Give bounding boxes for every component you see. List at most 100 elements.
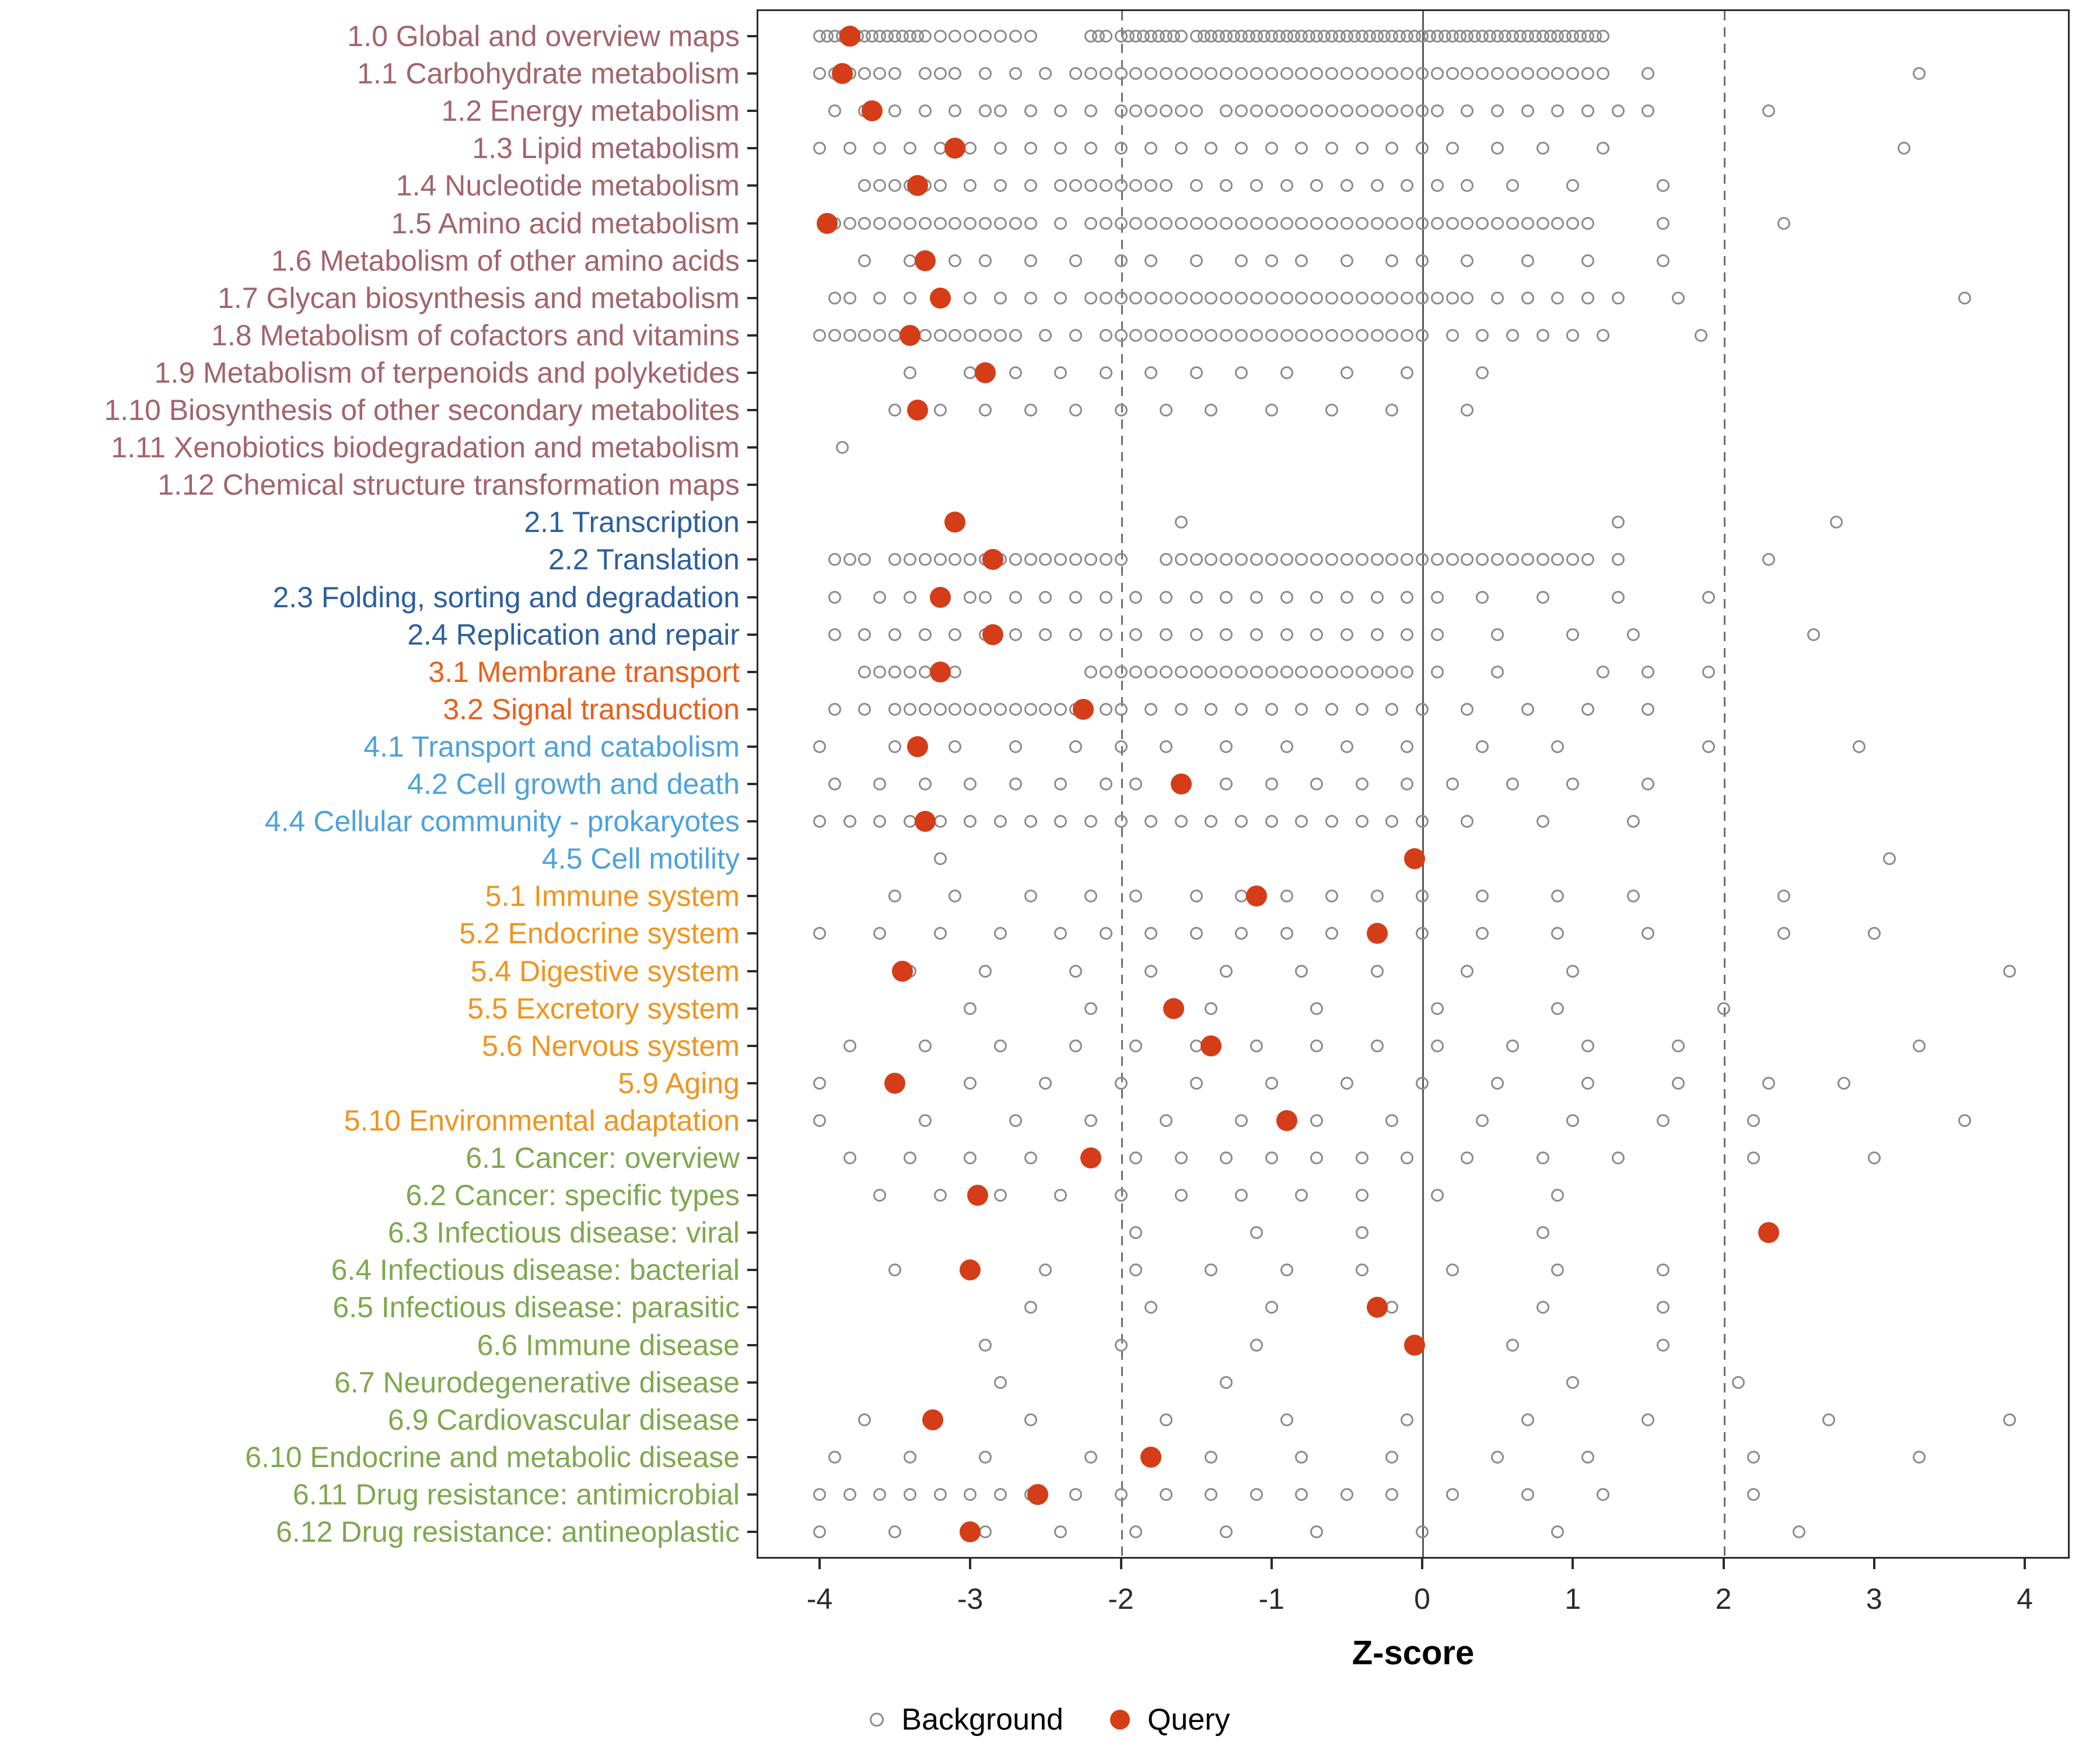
background-point — [1551, 104, 1564, 118]
background-point — [1159, 1114, 1172, 1127]
background-point — [1084, 291, 1097, 304]
background-point — [1777, 890, 1790, 903]
background-point — [1355, 67, 1368, 80]
background-point — [1461, 1152, 1474, 1164]
query-point — [1163, 998, 1184, 1019]
background-point — [1325, 291, 1339, 304]
background-point — [1189, 104, 1203, 118]
background-point — [1370, 665, 1384, 678]
background-point — [1295, 291, 1308, 304]
background-point — [1310, 628, 1324, 641]
background-point — [1401, 328, 1414, 342]
background-point — [1370, 328, 1384, 342]
background-point — [813, 328, 826, 342]
background-point — [1099, 553, 1112, 566]
background-point — [1099, 291, 1112, 304]
query-point — [975, 362, 996, 383]
background-point — [1159, 67, 1172, 80]
background-point — [1295, 1450, 1308, 1464]
background-point — [1159, 1488, 1172, 1501]
background-point — [1114, 1189, 1128, 1202]
background-point — [1385, 142, 1399, 155]
background-point — [933, 67, 947, 80]
background-point — [858, 1413, 872, 1426]
background-point — [1235, 254, 1248, 267]
y-axis-tick — [747, 409, 757, 411]
background-point — [1295, 553, 1308, 566]
background-point — [1189, 216, 1203, 230]
x-tick-label: 2 — [1715, 1583, 1732, 1615]
background-point — [1009, 590, 1022, 604]
background-point — [1491, 665, 1504, 678]
background-point — [1265, 291, 1278, 304]
background-point — [1340, 254, 1353, 267]
background-point — [888, 179, 902, 192]
background-point — [979, 67, 992, 80]
background-point — [843, 216, 856, 230]
background-point — [964, 216, 977, 230]
y-axis-tick — [747, 1306, 757, 1309]
background-point — [918, 104, 932, 118]
background-point — [1189, 890, 1203, 903]
background-point — [1189, 665, 1203, 678]
filled-circle-icon — [1110, 1710, 1130, 1730]
background-point — [813, 142, 826, 155]
x-tick-label: -4 — [806, 1583, 833, 1615]
background-point — [1084, 216, 1097, 230]
background-point — [843, 142, 856, 155]
background-point — [1174, 1152, 1188, 1164]
query-point — [839, 26, 860, 47]
background-point — [1265, 665, 1278, 678]
background-point — [1205, 328, 1218, 342]
background-point — [918, 328, 932, 342]
background-point — [1129, 628, 1143, 641]
background-point — [1054, 702, 1068, 716]
background-point — [1129, 890, 1143, 903]
background-point — [1461, 104, 1474, 118]
background-point — [1024, 104, 1037, 118]
background-point — [888, 628, 902, 641]
y-axis-label: 3.1 Membrane transport — [428, 655, 740, 688]
y-axis-label: 3.2 Signal transduction — [443, 692, 740, 726]
background-point — [1235, 216, 1248, 230]
background-point — [828, 1450, 841, 1464]
background-point — [1280, 291, 1293, 304]
background-point — [1189, 1076, 1203, 1090]
background-point — [1611, 590, 1625, 604]
background-point — [1250, 553, 1263, 566]
y-axis-label: 1.7 Glycan biosynthesis and metabolism — [218, 281, 740, 314]
y-axis-label: 6.7 Neurodegenerative disease — [334, 1366, 740, 1399]
query-point — [816, 212, 838, 234]
background-point — [1822, 1413, 1836, 1426]
background-point — [1129, 67, 1143, 80]
background-point — [1566, 778, 1580, 790]
background-point — [1551, 1525, 1564, 1538]
background-point — [1295, 964, 1308, 978]
background-point — [873, 216, 887, 230]
background-point — [1129, 1525, 1143, 1538]
background-point — [1325, 67, 1339, 80]
background-point — [1280, 740, 1293, 753]
background-point — [1476, 67, 1489, 80]
legend: Background Query — [0, 1702, 2100, 1737]
background-point — [1340, 366, 1353, 379]
background-point — [1009, 553, 1022, 566]
query-point — [960, 1259, 981, 1281]
query-point — [907, 400, 928, 421]
background-point — [1416, 1525, 1429, 1538]
background-point — [1370, 104, 1384, 118]
background-point — [1024, 179, 1037, 192]
background-point — [1054, 815, 1068, 828]
y-axis-tick — [747, 259, 757, 262]
background-point — [1521, 553, 1534, 566]
background-point — [993, 328, 1007, 342]
background-point — [1566, 328, 1580, 342]
y-axis-tick — [747, 334, 757, 337]
background-point — [1129, 590, 1143, 604]
background-point — [1129, 1039, 1143, 1052]
background-point — [1099, 927, 1112, 940]
background-point — [1069, 1488, 1083, 1501]
background-point — [1114, 1338, 1128, 1352]
background-point — [1144, 964, 1158, 978]
background-point — [1491, 216, 1504, 230]
